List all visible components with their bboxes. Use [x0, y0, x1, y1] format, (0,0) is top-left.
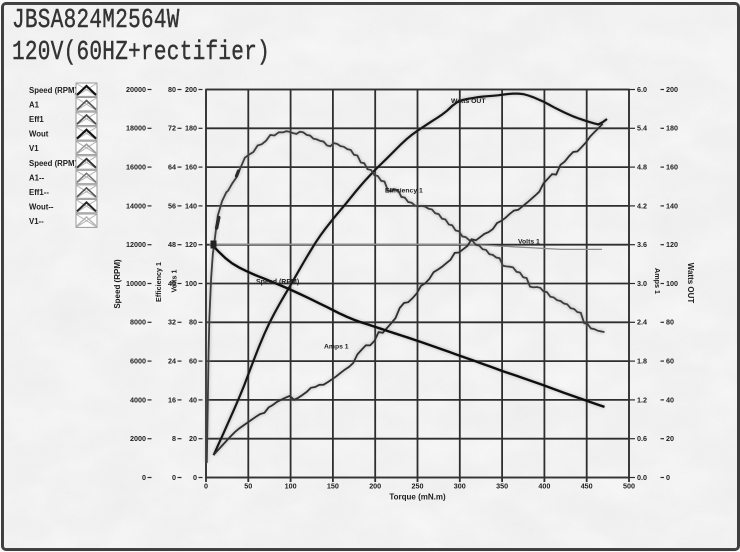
svg-text:20: 20	[666, 434, 674, 443]
svg-text:Amps 1: Amps 1	[653, 268, 662, 294]
svg-text:4.2: 4.2	[637, 201, 647, 210]
svg-text:3.0: 3.0	[637, 279, 647, 288]
svg-text:180: 180	[185, 124, 197, 133]
svg-text:64: 64	[168, 163, 176, 172]
svg-text:4.8: 4.8	[637, 163, 647, 172]
svg-text:350: 350	[496, 482, 508, 491]
svg-text:150: 150	[327, 482, 339, 491]
svg-text:200: 200	[185, 85, 197, 94]
svg-text:0: 0	[204, 482, 208, 491]
svg-text:50: 50	[244, 482, 252, 491]
svg-text:0: 0	[666, 473, 670, 482]
svg-text:6.0: 6.0	[637, 85, 647, 94]
svg-text:450: 450	[581, 482, 593, 491]
svg-text:Speed (RPM): Speed (RPM)	[113, 259, 122, 309]
svg-text:10000: 10000	[126, 279, 146, 288]
svg-text:V1--: V1--	[29, 217, 44, 226]
svg-text:Wout--: Wout--	[29, 202, 54, 211]
svg-text:1.8: 1.8	[637, 357, 647, 366]
svg-text:12000: 12000	[126, 240, 146, 249]
svg-text:2000: 2000	[130, 434, 146, 443]
svg-text:0: 0	[193, 473, 197, 482]
svg-text:Torque (mN.m): Torque (mN.m)	[389, 493, 446, 502]
svg-text:Wout: Wout	[29, 130, 49, 139]
svg-text:Volts 1: Volts 1	[170, 269, 179, 292]
svg-text:8: 8	[172, 434, 176, 443]
svg-text:80: 80	[168, 85, 176, 94]
svg-text:3.6: 3.6	[637, 240, 647, 249]
svg-text:300: 300	[454, 482, 466, 491]
svg-text:180: 180	[666, 124, 678, 133]
svg-text:20000: 20000	[126, 85, 146, 94]
svg-text:200: 200	[369, 482, 381, 491]
svg-text:32: 32	[168, 318, 176, 327]
svg-text:16000: 16000	[126, 163, 146, 172]
svg-text:140: 140	[185, 201, 197, 210]
svg-text:500: 500	[623, 482, 635, 491]
svg-text:Efficiency 1: Efficiency 1	[154, 262, 163, 302]
svg-text:140: 140	[666, 201, 678, 210]
svg-text:Amps 1: Amps 1	[324, 344, 349, 351]
svg-text:Eff1: Eff1	[29, 115, 44, 124]
svg-text:20: 20	[189, 434, 197, 443]
svg-text:6000: 6000	[130, 357, 146, 366]
svg-text:Speed (RPM): Speed (RPM)	[256, 279, 299, 286]
svg-text:40: 40	[168, 279, 176, 288]
svg-text:Speed (RPM): Speed (RPM)	[29, 86, 77, 95]
svg-text:100: 100	[185, 279, 197, 288]
svg-text:160: 160	[185, 163, 197, 172]
svg-text:Volts 1: Volts 1	[518, 239, 540, 246]
svg-text:Watts OUT: Watts OUT	[451, 98, 486, 105]
svg-text:0: 0	[142, 473, 146, 482]
svg-text:72: 72	[168, 124, 176, 133]
svg-text:16: 16	[168, 395, 176, 404]
svg-text:4000: 4000	[130, 395, 146, 404]
svg-text:200: 200	[666, 85, 678, 94]
svg-text:14000: 14000	[126, 201, 146, 210]
svg-text:60: 60	[189, 357, 197, 366]
svg-text:A1: A1	[29, 101, 40, 110]
svg-text:JBSA824M2564W: JBSA824M2564W	[12, 6, 180, 36]
svg-text:80: 80	[666, 318, 674, 327]
svg-text:0.0: 0.0	[637, 473, 647, 482]
svg-text:56: 56	[168, 201, 176, 210]
svg-text:0.6: 0.6	[637, 434, 647, 443]
svg-text:120: 120	[185, 240, 197, 249]
svg-text:V1: V1	[29, 144, 39, 153]
svg-text:Speed (RPM): Speed (RPM)	[29, 159, 77, 168]
svg-text:120: 120	[666, 240, 678, 249]
svg-text:18000: 18000	[126, 124, 146, 133]
svg-text:Eff1--: Eff1--	[29, 188, 49, 197]
svg-text:80: 80	[189, 318, 197, 327]
svg-text:48: 48	[168, 240, 176, 249]
svg-text:A1--: A1--	[29, 173, 45, 182]
svg-text:120V(60HZ+rectifier): 120V(60HZ+rectifier)	[12, 38, 270, 68]
svg-text:8000: 8000	[130, 318, 146, 327]
svg-text:2.4: 2.4	[637, 318, 647, 327]
svg-text:100: 100	[666, 279, 678, 288]
svg-text:40: 40	[189, 395, 197, 404]
svg-text:Watts OUT: Watts OUT	[686, 263, 695, 304]
svg-text:250: 250	[412, 482, 424, 491]
svg-text:40: 40	[666, 395, 674, 404]
svg-text:0: 0	[172, 473, 176, 482]
svg-text:60: 60	[666, 357, 674, 366]
svg-text:160: 160	[666, 163, 678, 172]
svg-text:400: 400	[538, 482, 550, 491]
svg-text:5.4: 5.4	[637, 124, 647, 133]
svg-text:100: 100	[285, 482, 297, 491]
svg-text:1.2: 1.2	[637, 395, 647, 404]
svg-text:24: 24	[168, 357, 176, 366]
svg-text:Efficiency 1: Efficiency 1	[385, 188, 423, 195]
